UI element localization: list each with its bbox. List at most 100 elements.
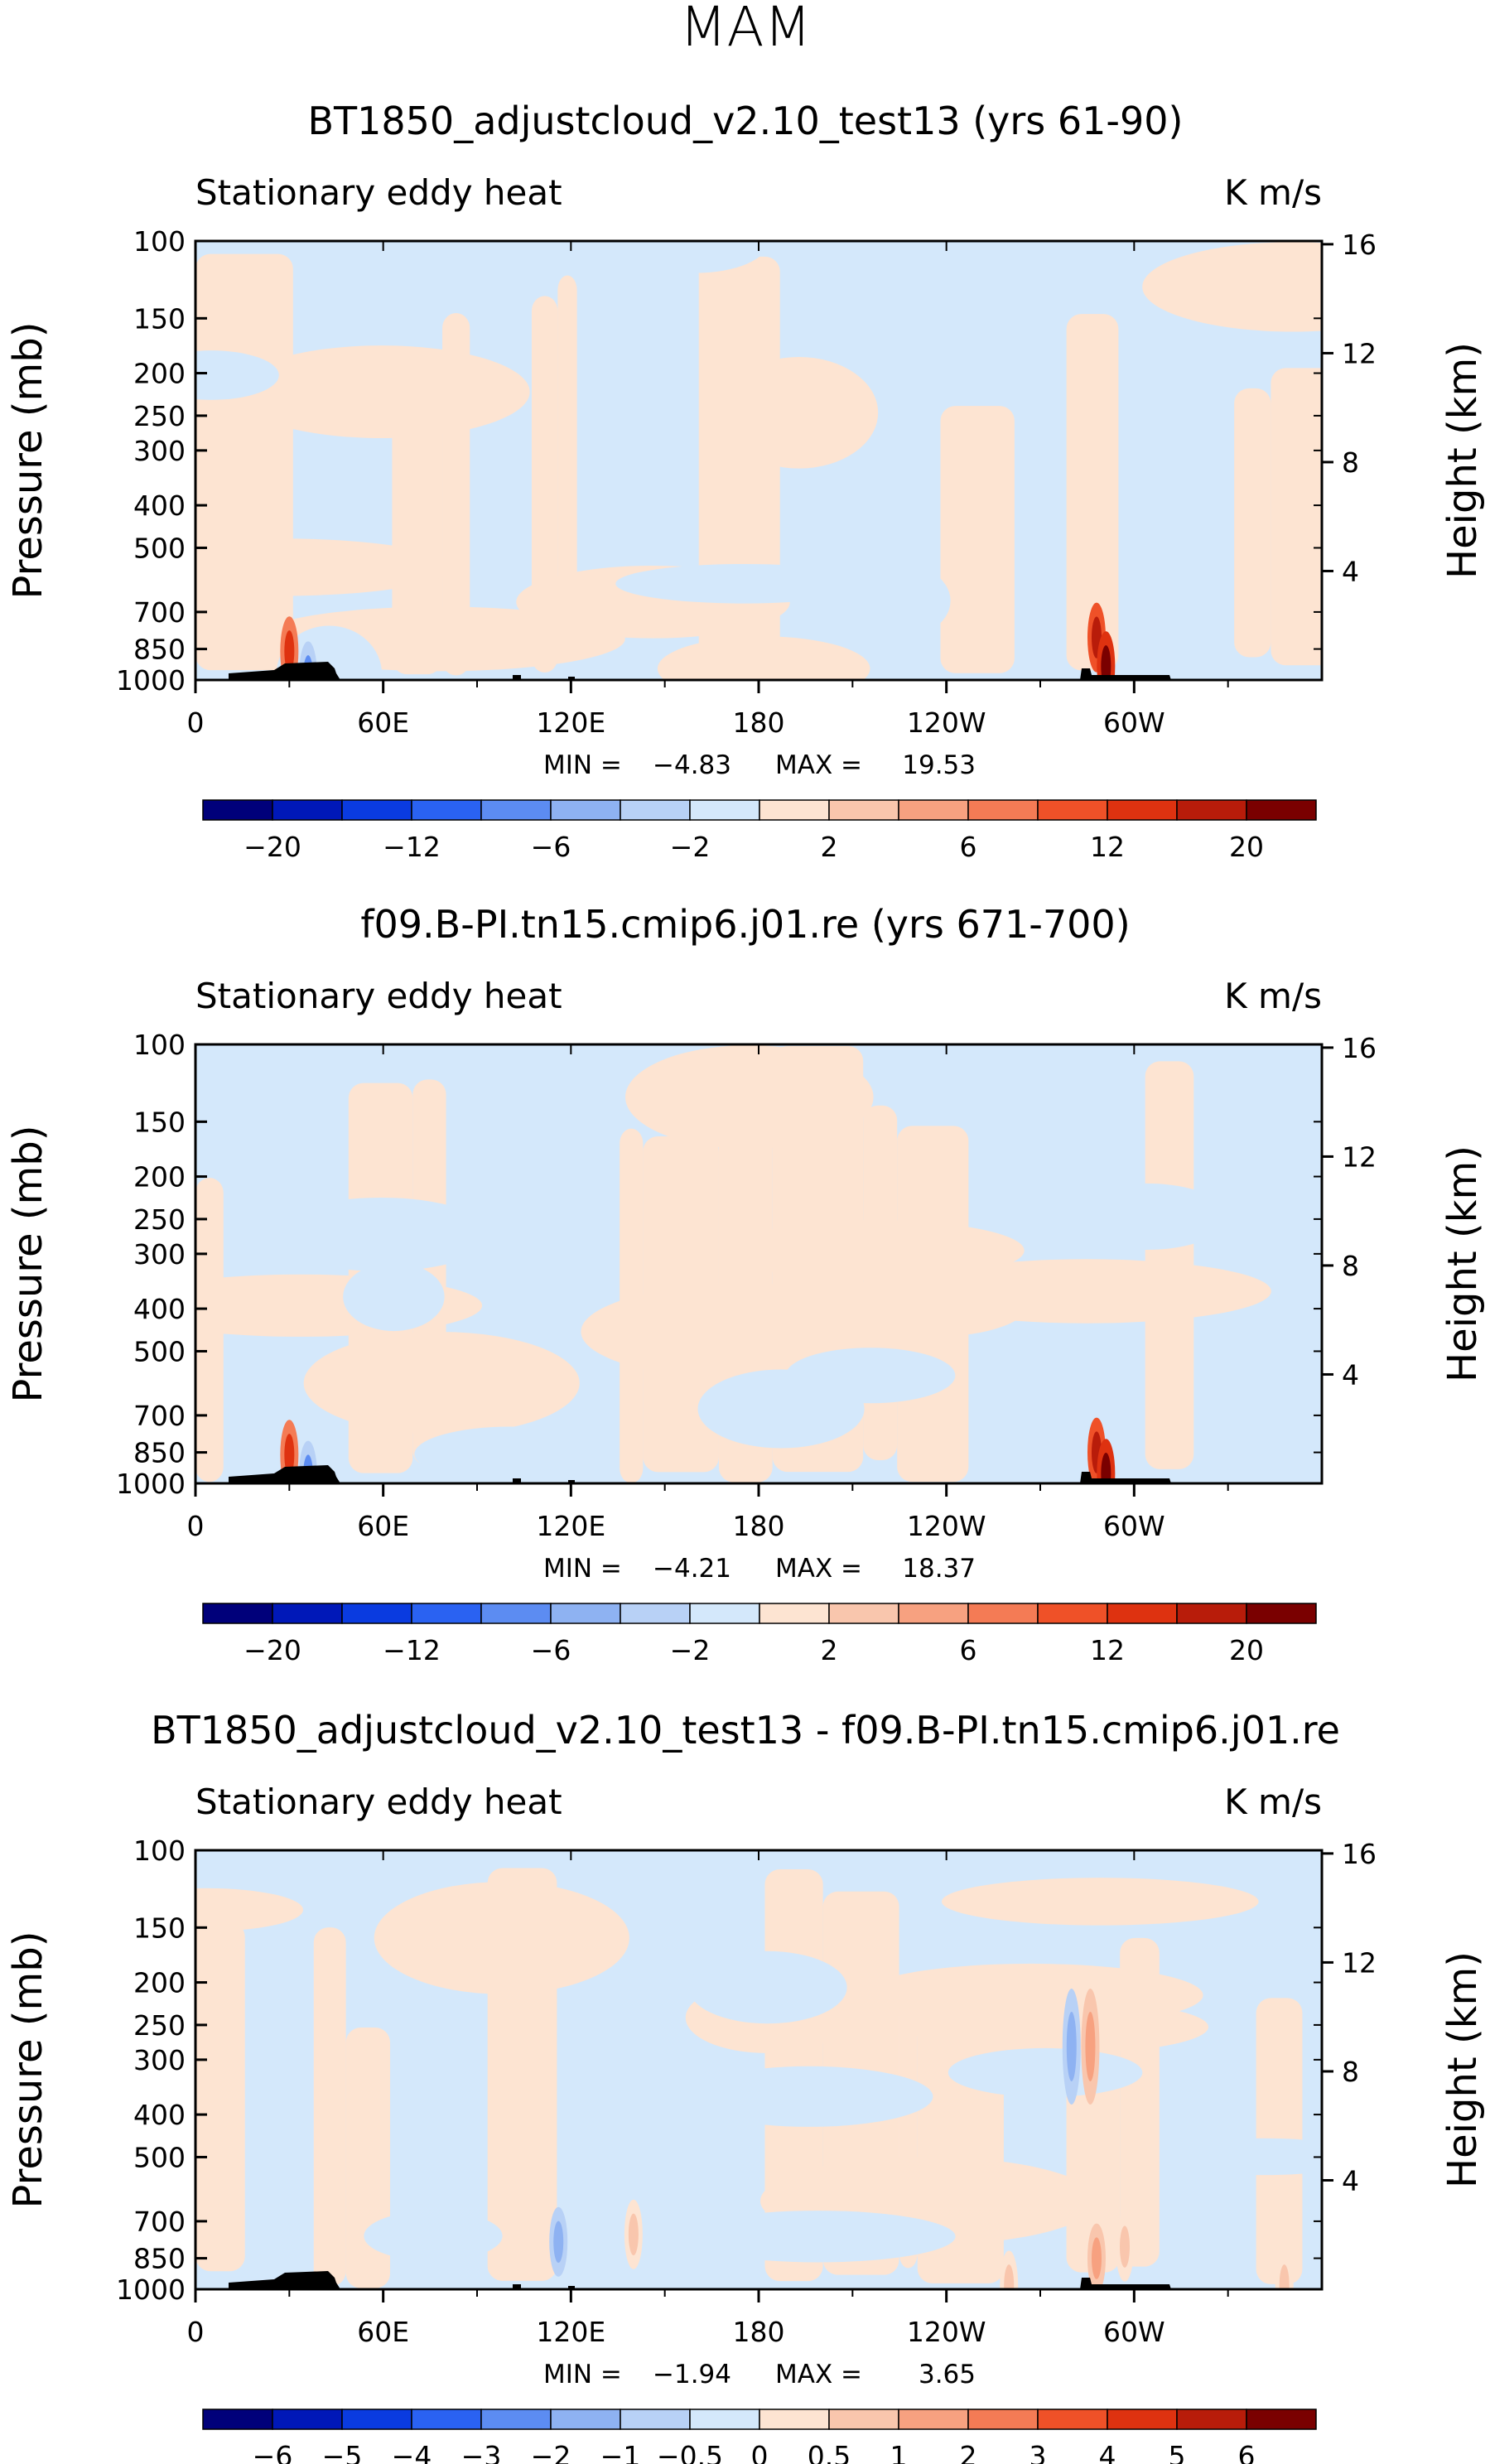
y-tick-label: 400 xyxy=(133,1293,186,1325)
y-tick-label: 500 xyxy=(133,1335,186,1367)
y-tick-label: 300 xyxy=(133,435,186,467)
field-plot xyxy=(195,1044,1322,1483)
y-tick-label: 850 xyxy=(133,1437,186,1469)
topography-small xyxy=(513,1478,521,1483)
field-positive-region xyxy=(1142,242,1322,332)
field-positive-region xyxy=(374,1882,629,1994)
field-plot xyxy=(195,241,1322,680)
colorbar-label: 1 xyxy=(890,2440,908,2464)
x-tick-label: 120W xyxy=(907,706,986,739)
y-right-tick-label: 12 xyxy=(1342,1140,1377,1173)
colorbar-box xyxy=(202,2409,273,2430)
colorbar-box xyxy=(1246,1603,1317,1624)
colorbar-box xyxy=(1176,2409,1247,2430)
colorbar-box xyxy=(759,2409,830,2430)
x-tick-label: 60E xyxy=(357,706,409,739)
colorbar-box xyxy=(480,1603,552,1624)
topography-asia xyxy=(229,662,340,680)
y-right-tick-label: 12 xyxy=(1342,337,1377,369)
min-label: MIN = xyxy=(543,1554,622,1584)
max-label: MAX = xyxy=(775,1554,862,1584)
y-right-tick-label: 8 xyxy=(1342,1250,1359,1282)
colorbar-box xyxy=(898,1603,969,1624)
field-negative-region xyxy=(948,2047,1143,2097)
field-feature-core xyxy=(1066,2011,1077,2081)
y-tick-label: 150 xyxy=(133,1912,186,1944)
y-tick-label: 400 xyxy=(133,489,186,522)
field-positive-region xyxy=(195,253,293,671)
field-negative-region xyxy=(195,350,279,400)
colorbar-label: 3 xyxy=(1029,2440,1047,2464)
colorbar-label: −0.5 xyxy=(657,2440,723,2464)
y-tick-label: 250 xyxy=(133,1203,186,1236)
chart-units-label: K m/s xyxy=(1224,1782,1322,1822)
x-tick-label: 60E xyxy=(357,2316,409,2348)
field-feature-core xyxy=(1085,2011,1096,2081)
field-negative-region xyxy=(414,1426,606,1482)
colorbar-label: −2 xyxy=(670,1634,711,1666)
x-tick-label: 60W xyxy=(1103,706,1165,739)
y-tick-label: 1000 xyxy=(116,1468,186,1500)
y-right-tick-label: 16 xyxy=(1342,229,1377,261)
colorbar-box xyxy=(480,2409,552,2430)
colorbar-box xyxy=(1037,799,1108,821)
y-tick-label: 700 xyxy=(133,1400,186,1432)
chart-units-label: K m/s xyxy=(1224,172,1322,213)
x-tick-label: 0 xyxy=(187,706,205,739)
colorbar-box xyxy=(272,1603,343,1624)
field-positive-region xyxy=(729,1220,1025,1281)
x-tick-label: 120E xyxy=(536,2316,605,2348)
colorbar-box xyxy=(689,799,760,821)
field-feature-core xyxy=(1120,2225,1130,2268)
colorbar-label: 5 xyxy=(1169,2440,1186,2464)
colorbar-box xyxy=(1107,2409,1178,2430)
field-feature-core xyxy=(1004,2264,1015,2289)
y-right-tick-label: 12 xyxy=(1342,1946,1377,1979)
colorbar-label: −20 xyxy=(244,1634,301,1666)
colorbar-label: −2 xyxy=(670,831,711,863)
field-positive-region xyxy=(625,1045,874,1150)
colorbar-box xyxy=(967,2409,1039,2430)
colorbar-box xyxy=(550,2409,621,2430)
chart-title: BT1850_adjustcloud_v2.10_test13 - f09.B-… xyxy=(151,1708,1340,1753)
field-feature-core xyxy=(1101,1453,1111,1483)
topography-small xyxy=(568,2286,575,2289)
x-tick-label: 120W xyxy=(907,1510,986,1542)
colorbar-box xyxy=(1037,1603,1108,1624)
chart-panel: BT1850_adjustcloud_v2.10_test13 (yrs 61-… xyxy=(5,99,1486,863)
colorbar-label: 2 xyxy=(960,2440,977,2464)
min-value: −4.83 xyxy=(653,750,731,780)
topography-andes xyxy=(1080,2278,1171,2289)
field-positive-region xyxy=(1234,388,1271,658)
chart-units-label: K m/s xyxy=(1224,976,1322,1016)
colorbar-label: 2 xyxy=(821,1634,838,1666)
field-negative-region xyxy=(364,2211,503,2261)
colorbar-box xyxy=(620,1603,691,1624)
colorbar-box xyxy=(1107,799,1178,821)
colorbar-label: −5 xyxy=(322,2440,363,2464)
y-axis-title: Pressure (mb) xyxy=(5,1931,51,2209)
colorbar-box xyxy=(689,1603,760,1624)
max-value: 18.37 xyxy=(902,1554,976,1584)
y-right-tick-label: 8 xyxy=(1342,2056,1359,2088)
colorbar-label: 4 xyxy=(1099,2440,1116,2464)
y-tick-label: 250 xyxy=(133,400,186,432)
y-right-tick-label: 16 xyxy=(1342,1032,1377,1064)
colorbar-label: −12 xyxy=(383,831,441,863)
x-tick-label: 0 xyxy=(187,2316,205,2348)
x-tick-label: 180 xyxy=(733,706,785,739)
chart-title: f09.B-PI.tn15.cmip6.j01.re (yrs 671-700) xyxy=(360,902,1130,947)
field-negative-region xyxy=(680,2211,956,2263)
colorbar-label: −6 xyxy=(531,1634,571,1666)
colorbar-box xyxy=(1176,1603,1247,1624)
y-tick-label: 500 xyxy=(133,2141,186,2173)
field-positive-region xyxy=(233,345,530,439)
y-tick-label: 700 xyxy=(133,596,186,629)
colorbar-box xyxy=(689,2409,760,2430)
colorbar-label: −6 xyxy=(253,2440,293,2464)
y-right-axis-title: Height (km) xyxy=(1439,342,1486,579)
chart-left-label: Stationary eddy heat xyxy=(195,1782,562,1822)
y-right-axis-title: Height (km) xyxy=(1439,1951,1486,2188)
colorbar-box xyxy=(1176,799,1247,821)
